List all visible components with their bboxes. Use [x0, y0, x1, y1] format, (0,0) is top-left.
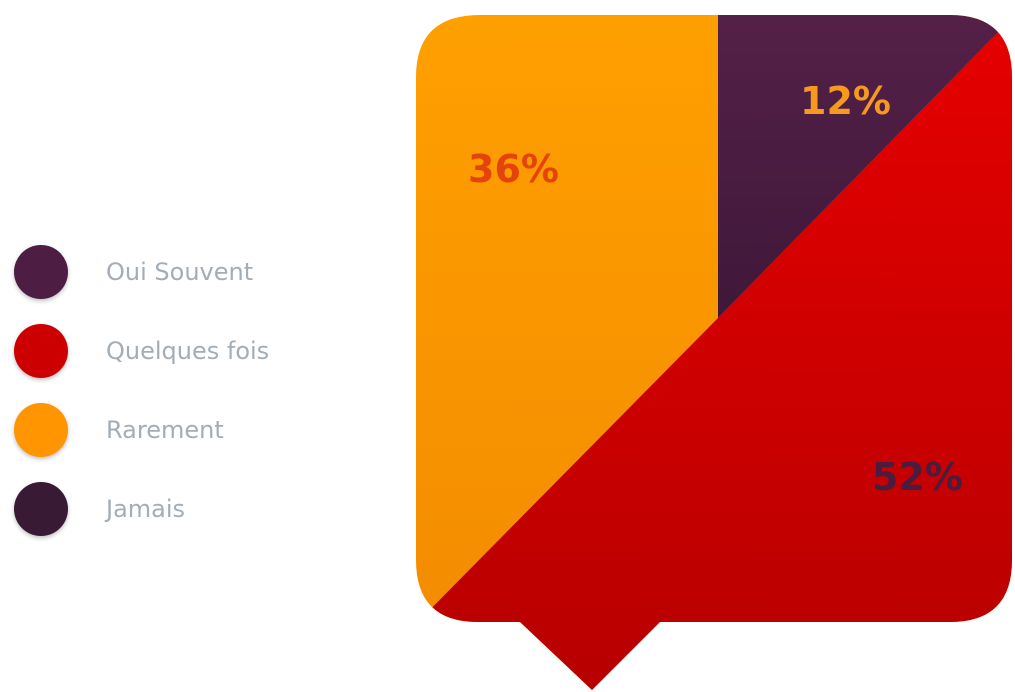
legend-label: Quelques fois — [106, 336, 270, 365]
legend-label: Rarement — [106, 415, 224, 444]
legend-label: Oui Souvent — [106, 257, 254, 286]
legend: Oui Souvent Quelques fois Rarement Jamais — [14, 232, 334, 548]
legend-item: Jamais — [14, 469, 334, 548]
label-quelques-fois: 52% — [872, 455, 963, 499]
legend-swatch — [14, 481, 68, 536]
label-rarement: 36% — [468, 147, 559, 191]
slice-oui-souvent — [718, 15, 1012, 318]
legend-swatch — [14, 402, 68, 457]
legend-label: Jamais — [106, 494, 186, 523]
legend-item: Oui Souvent — [14, 232, 334, 311]
legend-item: Quelques fois — [14, 311, 334, 390]
legend-swatch — [14, 323, 68, 378]
legend-item: Rarement — [14, 390, 334, 469]
slice-quelques-fois — [416, 15, 1012, 690]
label-oui-souvent: 12% — [800, 79, 891, 123]
legend-swatch — [14, 244, 68, 299]
